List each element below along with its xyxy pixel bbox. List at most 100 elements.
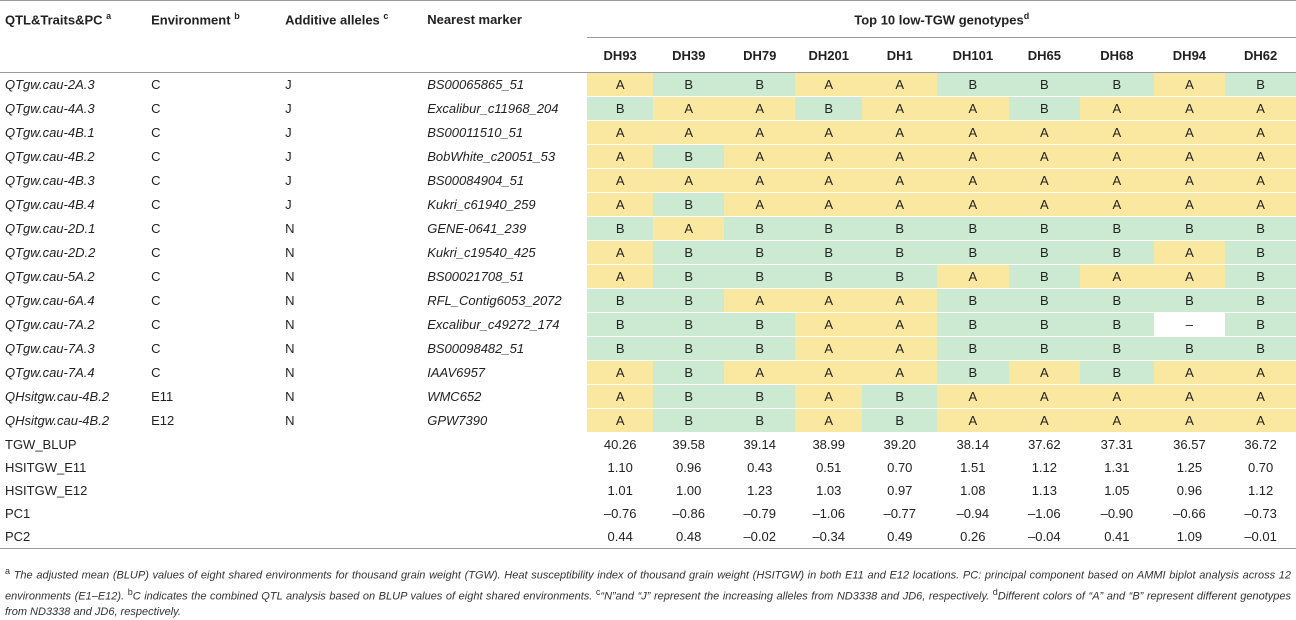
genotype-cell: A [1225,144,1296,169]
allele-cell: N [281,336,425,361]
marker-cell: BS00011510_51 [424,120,588,145]
genotype-cell: B [794,96,863,121]
genotype-cell: A [587,240,653,265]
qtl-name: QTgw.cau-4B.4 [0,192,145,217]
genotype-cell: B [724,216,795,241]
value-cell: 36.72 [1244,437,1277,452]
allele-cell: N [281,240,425,265]
header-nearest-marker: Nearest marker [424,0,588,38]
value-row: PC2 0.44 0.48 –0.02 –0.34 0.49 0.26 –0.04 0.41 1.… [0,525,1296,549]
value-cell: 0.44 [587,525,653,549]
marker-cell: GPW7390 [424,408,588,433]
genotype-cell: A [652,216,725,241]
genotype-cell: B [652,360,725,385]
genotype-cell: A [724,168,795,193]
genotype-header-dh39: DH39 [652,37,725,73]
genotype-cell: B [1080,72,1154,97]
value-cell: 0.49 [862,525,938,549]
genotype-cell: B [794,264,863,289]
genotype-cell: B [652,72,725,97]
environment-cell: C [144,264,282,289]
genotype-cell: A [1225,360,1296,385]
genotype-cell: B [1225,72,1296,97]
genotype-cell: A [1153,264,1226,289]
genotype-cell: B [652,408,725,433]
genotype-cell: A [1080,120,1154,145]
value-cell: 37.31 [1100,437,1134,452]
genotype-cell: A [1153,168,1226,193]
genotype-cell: B [652,264,725,289]
genotype-cell: B [1225,312,1296,337]
genotype-cell: A [794,120,863,145]
genotype-cell: A [724,96,795,121]
genotype-cell: A [587,168,653,193]
genotype-cell: A [862,360,938,385]
value-cell: –1.06 [1028,506,1061,521]
genotype-cell: A [862,336,938,361]
marker-cell: Kukri_c19540_425 [424,240,588,265]
environment-cell: C [144,288,282,313]
genotype-cell: B [652,240,725,265]
qtl-row: QTgw.cau-2D.2 C N Kukri_c19540_425 A B B B B B B B A… [0,240,1296,265]
allele-cell: J [281,96,425,121]
genotype-cell: A [794,192,863,217]
genotype-cell: B [1080,312,1154,337]
value-cell: 1.13 [1031,483,1057,498]
qtl-name: QTgw.cau-4B.1 [0,120,145,145]
genotype-cell: B [587,96,653,121]
empty-cell [144,479,281,502]
value-row-label: HSITGW_E12 [5,483,88,498]
genotype-cell: A [1153,360,1226,385]
genotype-cell: B [1008,288,1081,313]
qtl-row: QTgw.cau-4A.3 C J Excalibur_c11968_204 B A A B A… [0,96,1296,121]
value-cell: 36.57 [1173,437,1206,452]
genotype-cell: B [1008,264,1081,289]
value-cell: 1.10 [607,460,633,475]
genotype-cell: B [1225,240,1296,265]
genotype-cell: B [862,384,938,409]
value-cell: 0.96 [676,460,702,475]
empty-cell [281,479,424,502]
genotype-cell: A [1080,144,1154,169]
value-cell: –0.94 [956,506,990,521]
genotype-cell: A [1008,384,1081,409]
genotype-cell: A [1080,96,1154,121]
environment-cell: C [144,360,282,385]
qtl-row: QHsitgw.cau-4B.2 E11 N WMC652 A B B A B A A A A A [0,384,1296,409]
allele-cell: N [281,384,425,409]
genotype-cell: B [1080,216,1154,241]
empty-cell [144,433,281,457]
genotype-cell: B [794,216,863,241]
genotype-cell: B [1080,288,1154,313]
genotype-cell: A [862,96,938,121]
marker-cell: Excalibur_c49272_174 [424,312,588,337]
value-cell: 1.01 [607,483,633,498]
genotype-cell: B [1225,216,1296,241]
value-cell: 39.20 [883,437,917,452]
environment-cell: C [144,192,282,217]
genotype-cell: A [1008,120,1081,145]
genotype-cell: A [587,144,653,169]
allele-cell: J [281,192,425,217]
empty-cell [281,502,424,525]
marker-cell: RFL_Contig6053_2072 [424,288,588,313]
genotype-cell: A [862,72,938,97]
genotype-header-dh201: DH201 [794,37,863,73]
genotype-cell: A [1225,96,1296,121]
genotype-cell: A [794,168,863,193]
genotype-cell: B [862,408,938,433]
genotype-cell: A [652,120,725,145]
genotype-cell: A [937,384,1009,409]
marker-cell: BS00065865_51 [424,72,588,97]
qtl-row: QTgw.cau-4B.3 C J BS00084904_51 A A A A A A A A A A [0,168,1296,193]
environment-cell: C [144,96,282,121]
genotype-cell: A [587,360,653,385]
empty-cell [281,525,425,549]
qtl-name: QTgw.cau-6A.4 [0,288,145,313]
allele-cell: N [281,408,425,433]
value-cell: 0.51 [816,460,842,475]
qtl-row: QTgw.cau-4B.1 C J BS00011510_51 A A A A A A A A A A [0,120,1296,145]
qtl-row: QTgw.cau-7A.4 C N IAAV6957 A B A A A B A B A A [0,360,1296,385]
genotype-cell: B [1225,264,1296,289]
value-row: PC1 –0.76 –0.86 –0.79 –1.06 –0.77 –0.94 –1.06 –0… [0,502,1296,525]
